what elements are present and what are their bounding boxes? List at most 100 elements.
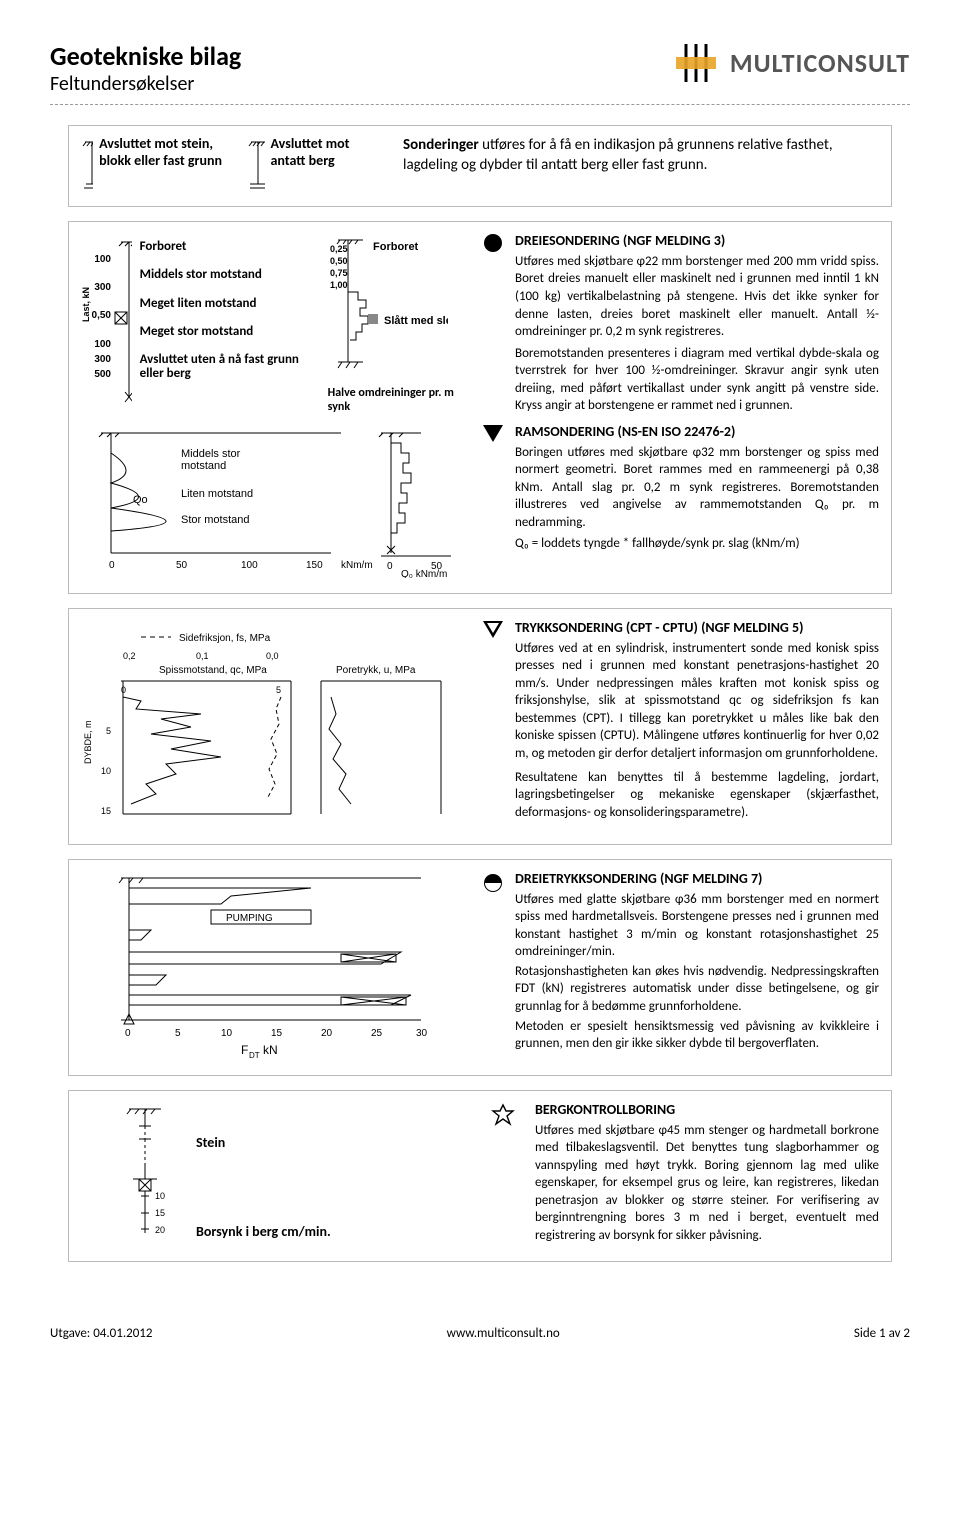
logo-text: MULTICONSULT — [730, 47, 910, 79]
svg-text:Spissmotstand, qc, MPa: Spissmotstand, qc, MPa — [159, 665, 267, 676]
intro-text: Sonderinger utføres for å få en indikasj… — [403, 136, 879, 175]
dtr-marker-icon — [482, 872, 504, 894]
svg-text:100: 100 — [94, 254, 111, 265]
svg-text:30: 30 — [416, 1028, 428, 1039]
cpt-box: Sidefriksjon, fs, MPa 0,2 0,1 0,0 Spissmot… — [68, 608, 892, 845]
dtr-p2: Rotasjonshastigheten kan økes hvis nødve… — [515, 963, 879, 1016]
multiconsult-logo: MULTICONSULT — [674, 40, 910, 86]
svg-text:15: 15 — [155, 1208, 165, 1218]
cpt-chart-icon: Sidefriksjon, fs, MPa 0,2 0,1 0,0 Spissmot… — [81, 619, 471, 829]
svg-text:20: 20 — [155, 1225, 165, 1235]
doc-title: Geotekniske bilag — [50, 40, 241, 72]
dtr-box: PUMPING 051015202530 FDT kN — [68, 859, 892, 1076]
svg-text:0,75: 0,75 — [330, 268, 348, 278]
svg-text:15: 15 — [271, 1028, 283, 1039]
berg-profile-icon: 10 15 20 — [121, 1101, 176, 1251]
svg-text:0,1: 0,1 — [196, 651, 209, 661]
ram-marker-icon — [483, 425, 503, 442]
svg-text:50: 50 — [176, 560, 188, 571]
dreie-label-2: Middels stor motstand — [140, 268, 320, 282]
svg-text:150: 150 — [306, 560, 323, 571]
svg-text:0,25: 0,25 — [330, 244, 348, 254]
symbol-stone-icon — [81, 136, 93, 196]
svg-text:10: 10 — [101, 766, 111, 776]
dreie-box: 100 300 0,50 100 300 500 Last, kN Forbor… — [68, 221, 892, 594]
dreie-marker-icon — [484, 234, 502, 252]
dreie-label-5: Avsluttet uten å nå fast grunn eller ber… — [140, 353, 320, 382]
svg-text:Qo: Qo — [133, 494, 148, 506]
svg-text:kNm/m: kNm/m — [341, 560, 373, 571]
berg-marker-icon — [491, 1103, 515, 1127]
svg-text:300: 300 — [94, 282, 111, 293]
svg-text:100: 100 — [241, 560, 258, 571]
footer-right: Side 1 av 2 — [854, 1326, 910, 1341]
stein-label: Stein — [196, 1134, 331, 1151]
borsynk-label: Borsynk i berg cm/min. — [196, 1223, 331, 1240]
footer-left: Utgave: 04.01.2012 — [50, 1326, 153, 1341]
dreie-p1: Utføres med skjøtbare φ22 mm borstenger … — [515, 253, 879, 341]
svg-text:Forboret: Forboret — [373, 241, 419, 253]
svg-text:Slått med slegge: Slått med slegge — [384, 315, 448, 327]
dtr-p1: Utføres med glatte skjøtbare φ36 mm bors… — [515, 891, 879, 961]
svg-text:5: 5 — [175, 1028, 181, 1039]
footer-mid: www.multiconsult.no — [447, 1326, 560, 1341]
svg-text:Middels stor: Middels stor — [181, 448, 241, 460]
svg-text:20: 20 — [321, 1028, 333, 1039]
dtr-title: DREIETRYKKSONDERING (NGF MELDING 7) — [515, 870, 879, 889]
dreie-title: DREIESONDERING (NGF MELDING 3) — [515, 232, 879, 251]
cpt-p2: Resultatene kan benyttes til å bestemme … — [515, 769, 879, 822]
svg-text:0,50: 0,50 — [330, 256, 348, 266]
svg-text:300: 300 — [94, 354, 111, 365]
dreie-label-4: Meget stor motstand — [140, 325, 320, 339]
svg-text:DT: DT — [249, 1051, 260, 1060]
dreie-mid-caption: Halve omdreininger pr. m synk — [328, 386, 471, 414]
svg-text:25: 25 — [371, 1028, 383, 1039]
svg-text:motstand: motstand — [181, 460, 226, 472]
symbol-rock-icon — [247, 136, 265, 196]
cpt-marker-icon — [483, 621, 503, 638]
dreie-scale-left-icon: 100 300 0,50 100 300 500 Last, kN — [81, 232, 132, 407]
ram-chart-icon: Middels stormotstand Liten motstand Stor… — [81, 423, 471, 578]
dreie-mid-chart-icon: 0,25 0,50 0,75 1,00 Forboret Slått med sleg… — [328, 232, 448, 382]
svg-text:Q₀ kNm/m: Q₀ kNm/m — [401, 569, 447, 578]
svg-text:500: 500 — [94, 369, 111, 380]
dreie-p2: Boremotstanden presenteres i diagram med… — [515, 345, 879, 415]
svg-text:Last, kN: Last, kN — [81, 287, 91, 322]
svg-text:10: 10 — [155, 1191, 165, 1201]
dreie-label-1: Forboret — [140, 240, 320, 254]
svg-text:100: 100 — [94, 339, 111, 350]
sym1-label: Avsluttet mot stein, blokk eller fast gr… — [99, 136, 231, 170]
page-footer: Utgave: 04.01.2012 www.multiconsult.no S… — [0, 1296, 960, 1361]
ram-title: RAMSONDERING (NS-EN ISO 22476-2) — [515, 423, 879, 442]
svg-text:5: 5 — [276, 685, 281, 695]
berg-title: BERGKONTROLLBORING — [535, 1101, 879, 1120]
svg-text:F: F — [241, 1043, 248, 1057]
dreie-label-3: Meget liten motstand — [140, 297, 320, 311]
dtr-chart-icon: PUMPING 051015202530 FDT kN — [81, 870, 471, 1060]
svg-text:Stor motstand: Stor motstand — [181, 514, 249, 526]
doc-subtitle: Feltundersøkelser — [50, 72, 241, 96]
svg-text:Sidefriksjon, fs, MPa: Sidefriksjon, fs, MPa — [179, 633, 271, 644]
svg-text:5: 5 — [106, 726, 111, 736]
svg-text:Poretrykk, u, MPa: Poretrykk, u, MPa — [336, 665, 416, 676]
svg-text:0,50: 0,50 — [92, 310, 112, 321]
svg-text:0: 0 — [109, 560, 115, 571]
svg-text:0,0: 0,0 — [266, 651, 279, 661]
svg-text:PUMPING: PUMPING — [226, 913, 273, 924]
svg-text:DYBDE, m: DYBDE, m — [83, 720, 93, 764]
svg-text:1,00: 1,00 — [330, 280, 348, 290]
berg-box: 10 15 20 Stein Borsynk i berg cm/min. BE… — [68, 1090, 892, 1262]
cpt-title: TRYKKSONDERING (CPT - CPTU) (NGF MELDING… — [515, 619, 879, 638]
svg-text:0: 0 — [121, 685, 126, 695]
svg-text:0: 0 — [387, 561, 393, 572]
svg-text:0: 0 — [125, 1028, 131, 1039]
svg-text:15: 15 — [101, 806, 111, 816]
intro-box: Avsluttet mot stein, blokk eller fast gr… — [68, 125, 892, 207]
sym2-label: Avsluttet mot antatt berg — [271, 136, 387, 170]
cpt-p1: Utføres ved at en sylindrisk, instrument… — [515, 640, 879, 763]
svg-text:0,2: 0,2 — [123, 651, 136, 661]
ram-p2: Q₀ = loddets tyngde * fallhøyde/synk pr.… — [515, 535, 879, 553]
svg-text:10: 10 — [221, 1028, 233, 1039]
berg-p1: Utføres med skjøtbare φ45 mm stenger og … — [535, 1122, 879, 1245]
dtr-p3: Metoden er spesielt hensiktsmessig ved p… — [515, 1018, 879, 1053]
